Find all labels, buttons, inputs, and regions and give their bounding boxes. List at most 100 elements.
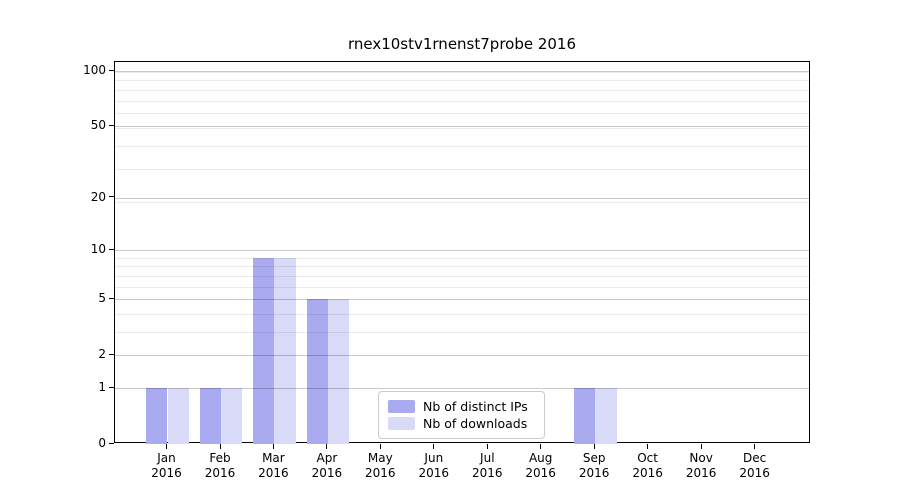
x-tick-year: 2016 <box>365 466 396 480</box>
bar-sep-nb-of-downloads <box>595 388 617 444</box>
gridline-major-2 <box>115 355 809 357</box>
x-tick-year: 2016 <box>632 466 663 480</box>
gridline-minor-3 <box>115 332 809 333</box>
y-tick-mark-1 <box>109 386 114 388</box>
gridline-minor-7 <box>115 275 809 277</box>
x-tick-mark-nov <box>700 444 702 449</box>
x-tick-mark-jul <box>486 444 488 449</box>
x-tick-mark-mar <box>272 444 274 449</box>
x-tick-mark-aug <box>540 444 542 449</box>
x-tick-year: 2016 <box>151 466 182 480</box>
gridline-major-20 <box>115 197 809 199</box>
x-tick-year: 2016 <box>472 466 503 480</box>
gridline-minor-9 <box>115 257 809 259</box>
grid-layer <box>115 62 809 442</box>
bar-mar-nb-of-downloads <box>274 257 296 444</box>
y-tick-label-20: 20 <box>90 189 106 204</box>
x-tick-month: Jan <box>157 451 176 465</box>
x-tick-month: Apr <box>316 451 338 465</box>
gridline-minor-49 <box>115 127 809 129</box>
gridline-minor-89 <box>115 80 809 82</box>
y-tick-mark-20 <box>109 196 114 198</box>
x-tick-label-sep: Sep 2016 <box>567 451 621 481</box>
x-tick-year: 2016 <box>311 466 343 480</box>
x-tick-mark-dec <box>754 444 756 449</box>
y-tick-label-10: 10 <box>90 242 106 257</box>
chart-title: rnex10stv1rnenst7probe 2016 <box>347 35 577 53</box>
x-tick-label-nov: Nov 2016 <box>674 451 728 481</box>
gridline-minor-8 <box>115 266 809 268</box>
legend-swatch-downloads <box>388 417 415 430</box>
legend-label-distinct-ips: Nb of distinct IPs <box>423 399 528 414</box>
x-tick-year: 2016 <box>685 466 717 480</box>
x-tick-year: 2016 <box>525 466 556 480</box>
gridline-minor-79 <box>115 89 809 91</box>
legend: Nb of distinct IPs Nb of downloads <box>378 391 545 439</box>
x-tick-label-may: May 2016 <box>353 451 407 481</box>
x-tick-label-dec: Dec 2016 <box>728 451 782 481</box>
x-tick-label-feb: Feb 2016 <box>193 451 247 481</box>
x-tick-month: Oct <box>637 451 658 465</box>
gridline-major-100 <box>115 71 809 72</box>
y-tick-label-100: 100 <box>83 63 106 77</box>
x-tick-mark-may <box>379 444 381 449</box>
x-tick-mark-jan <box>166 444 167 449</box>
gridline-minor-69 <box>115 100 809 102</box>
x-tick-year: 2016 <box>418 466 450 480</box>
y-tick-mark-100 <box>109 69 114 71</box>
x-tick-year: 2016 <box>739 466 770 480</box>
bar-apr-nb-of-downloads <box>327 299 350 444</box>
gridline-minor-19 <box>115 201 809 203</box>
gridline-minor-6 <box>115 286 809 288</box>
legend-item-distinct-ips: Nb of distinct IPs <box>388 399 535 414</box>
x-tick-month: Nov <box>689 451 713 465</box>
bar-sep-nb-of-distinct-ips <box>573 388 596 444</box>
y-tick-mark-0 <box>109 442 114 444</box>
x-tick-mark-apr <box>326 444 328 449</box>
bar-jan-nb-of-downloads <box>167 388 189 444</box>
y-tick-mark-5 <box>109 297 114 299</box>
gridline-minor-29 <box>115 169 809 171</box>
y-tick-label-2: 2 <box>98 347 106 362</box>
x-tick-label-jan: Jan 2016 <box>140 451 194 481</box>
x-tick-label-oct: Oct 2016 <box>621 451 675 481</box>
y-tick-mark-50 <box>109 124 114 126</box>
y-tick-mark-2 <box>109 353 114 355</box>
bar-feb-nb-of-distinct-ips <box>199 388 221 444</box>
bars-layer <box>115 62 809 444</box>
gridline-major-10 <box>115 250 809 252</box>
bar-apr-nb-of-distinct-ips <box>306 299 328 444</box>
x-tick-month: Jul <box>480 451 495 465</box>
y-tick-label-5: 5 <box>98 291 106 306</box>
y-tick-label-50: 50 <box>90 118 106 133</box>
gridline-major-1 <box>115 388 809 389</box>
x-tick-month: Feb <box>209 451 231 465</box>
bar-mar-nb-of-distinct-ips <box>253 257 275 444</box>
x-tick-month: Jun <box>424 451 444 465</box>
x-tick-mark-jun <box>433 444 435 449</box>
x-tick-mark-feb <box>219 444 221 449</box>
x-tick-month: May <box>367 451 393 465</box>
x-tick-month: Mar <box>262 451 285 465</box>
gridline-minor-39 <box>115 145 809 147</box>
y-tick-label-0: 0 <box>98 436 106 450</box>
gridline-major-5 <box>115 299 809 301</box>
x-tick-month: Dec <box>742 451 767 465</box>
x-tick-mark-sep <box>593 444 595 449</box>
x-tick-label-jun: Jun 2016 <box>407 451 461 481</box>
x-tick-month: Sep <box>582 451 606 465</box>
x-tick-label-aug: Aug 2016 <box>514 451 568 481</box>
x-tick-year: 2016 <box>578 466 610 480</box>
x-tick-year: 2016 <box>204 466 236 480</box>
plot-area: Nb of distinct IPs Nb of downloads <box>114 61 810 444</box>
x-tick-year: 2016 <box>258 466 289 480</box>
bar-feb-nb-of-downloads <box>221 388 243 444</box>
legend-item-downloads: Nb of downloads <box>388 416 535 431</box>
gridline-minor-59 <box>115 113 809 115</box>
x-tick-month: Aug <box>528 451 553 465</box>
legend-label-downloads: Nb of downloads <box>423 416 528 431</box>
gridline-minor-99 <box>115 71 809 73</box>
y-tick-mark-10 <box>109 248 114 250</box>
gridline-major-50 <box>115 126 809 128</box>
